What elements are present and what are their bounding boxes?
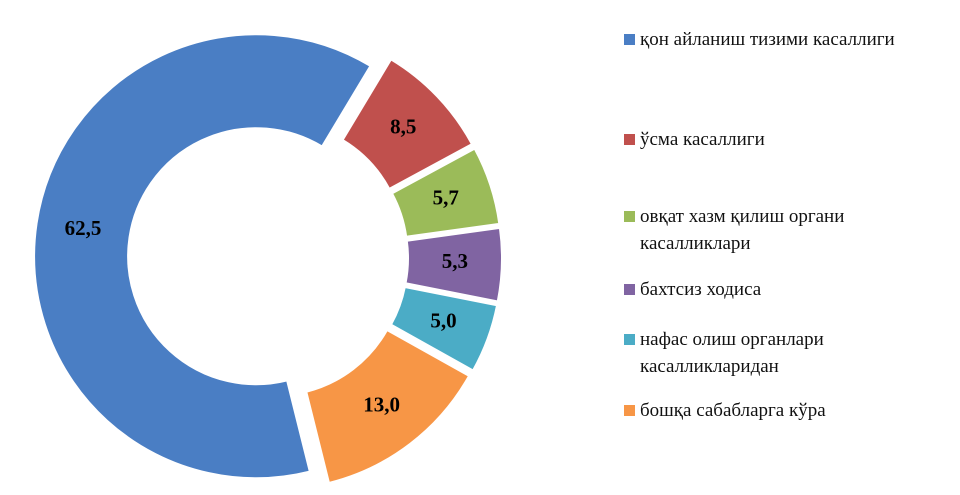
chart: 62,5 8,5 5,7 5,3 5,0 13,0: [33, 33, 503, 485]
data-label: 8,5: [390, 115, 416, 139]
legend-swatch: [624, 134, 635, 145]
data-label: 62,5: [65, 216, 102, 240]
donut-slice: [341, 58, 474, 191]
donut-slice: [404, 226, 503, 303]
legend-swatch: [624, 334, 635, 345]
legend-label: овқат хазм қилиш органи касалликлари: [640, 206, 845, 254]
legend-label: нафас олиш органлари касалликларидан: [640, 329, 824, 377]
data-label: 13,0: [363, 392, 400, 416]
data-label: 5,3: [442, 249, 468, 273]
donut-slice: [389, 285, 499, 372]
legend-swatch: [624, 405, 635, 416]
donut-slice: [390, 147, 501, 238]
legend-swatch: [624, 284, 635, 295]
legend-item: овқат хазм қилиш органи касалликлари: [622, 203, 957, 257]
legend-item: нафас олиш органлари касалликларидан: [622, 326, 957, 380]
data-label: 5,7: [433, 186, 459, 210]
donut-slice: [305, 328, 471, 485]
legend-item: бошқа сабабларга кўра: [622, 397, 957, 424]
legend-item: ўсма касаллиги: [622, 126, 957, 153]
legend-swatch: [624, 34, 635, 45]
legend-label: бошқа сабабларга кўра: [640, 400, 826, 421]
legend-item: бахтсиз ходиса: [622, 276, 957, 303]
legend-label: бахтсиз ходиса: [640, 279, 762, 300]
legend-label: қон айланиш тизими касаллиги: [640, 29, 895, 50]
donut-slice: [33, 33, 372, 480]
legend-label: ўсма касаллиги: [640, 129, 765, 150]
data-label: 5,0: [430, 308, 456, 332]
legend-item: қон айланиш тизими касаллиги: [622, 26, 957, 53]
legend-swatch: [624, 211, 635, 222]
